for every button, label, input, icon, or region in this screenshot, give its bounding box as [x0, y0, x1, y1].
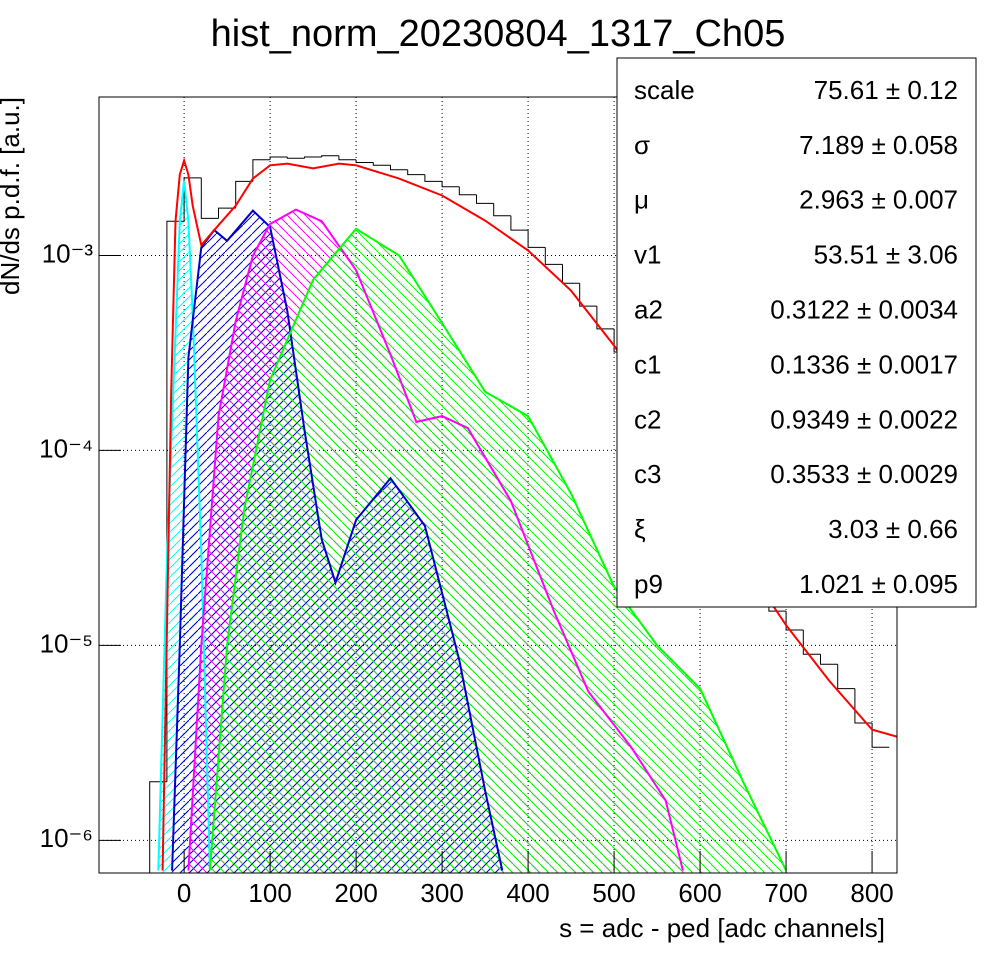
histogram-bin	[441, 181, 460, 188]
histogram-bin	[321, 155, 339, 157]
histogram-bin	[407, 169, 425, 176]
histogram-bin	[372, 162, 391, 166]
stats-label: ξ	[634, 514, 646, 544]
y-tick-label: 10⁻³	[42, 238, 94, 268]
stats-value: 0.1336 ± 0.0017	[770, 349, 958, 379]
y-tick-label: 10⁻⁶	[40, 823, 93, 853]
histogram-bin	[476, 194, 494, 204]
stats-value: 7.189 ± 0.058	[799, 130, 958, 160]
y-axis-label: dN/ds p.d.f. [a.u.]	[0, 97, 25, 295]
stats-value: 3.03 ± 0.66	[828, 514, 958, 544]
stats-value: 0.3122 ± 0.0034	[770, 295, 958, 325]
histogram-bin	[493, 203, 511, 217]
histogram-bin	[218, 207, 236, 219]
histogram-bin	[510, 215, 529, 231]
stats-label: c2	[634, 404, 661, 434]
histogram-bin	[544, 247, 563, 265]
x-tick-label: 600	[678, 878, 721, 908]
histogram-bin	[304, 156, 322, 159]
histogram-bin	[269, 156, 288, 160]
histogram-bin	[338, 155, 357, 161]
fit-curve	[187, 208, 684, 871]
fit-curve	[171, 209, 504, 871]
histogram-bin	[820, 654, 838, 665]
histogram-bin	[527, 230, 546, 248]
stats-value: 0.3533 ± 0.0029	[770, 459, 958, 489]
histogram-bin	[200, 177, 219, 219]
histogram-bin	[871, 723, 890, 748]
stats-value: 1.021 ± 0.095	[799, 569, 958, 599]
x-tick-label: 0	[177, 878, 191, 908]
histogram-bin	[837, 664, 855, 690]
stats-value: 2.963 ± 0.007	[799, 185, 958, 215]
histogram-bin	[802, 630, 821, 655]
stats-label: v1	[634, 240, 661, 270]
stats-value: 0.9349 ± 0.0022	[770, 404, 958, 434]
histogram-bin	[286, 157, 305, 159]
fit-curve	[208, 227, 788, 871]
area-fill	[209, 228, 787, 873]
stats-label: p9	[634, 569, 663, 599]
y-tick-label: 10⁻⁴	[39, 433, 93, 463]
histogram-bin	[424, 174, 443, 182]
histogram-bin	[390, 165, 408, 171]
x-tick-label: 500	[592, 878, 635, 908]
histogram-bin	[183, 177, 202, 222]
chart-title: hist_norm_20230804_1317_Ch05	[211, 13, 786, 55]
stats-label: scale	[634, 75, 695, 105]
histogram-bin	[252, 159, 271, 182]
histogram-bin	[579, 283, 597, 307]
stats-label: μ	[634, 185, 649, 215]
histogram-bin	[235, 180, 253, 209]
stats-label: c1	[634, 349, 661, 379]
stats-value: 75.61 ± 0.12	[814, 75, 958, 105]
histogram-bin	[596, 306, 615, 330]
histogram-bin	[355, 159, 374, 163]
x-tick-label: 200	[334, 878, 377, 908]
stats-label: σ	[634, 130, 650, 160]
y-tick-label: 10⁻⁵	[40, 628, 93, 658]
x-tick-label: 300	[420, 878, 463, 908]
stats-label: c3	[634, 459, 661, 489]
x-tick-label: 800	[850, 878, 893, 908]
histogram-bin	[458, 186, 477, 196]
x-tick-label: 100	[248, 878, 291, 908]
stats-value: 53.51 ± 3.06	[814, 240, 958, 270]
plot-area	[149, 155, 897, 873]
x-tick-label: 700	[764, 878, 807, 908]
x-tick-label: 400	[506, 878, 549, 908]
histogram-bin	[785, 611, 804, 631]
x-axis-label: s = adc - ped [adc channels]	[559, 913, 885, 943]
stats-box	[616, 57, 977, 608]
stats-label: a2	[634, 295, 663, 325]
